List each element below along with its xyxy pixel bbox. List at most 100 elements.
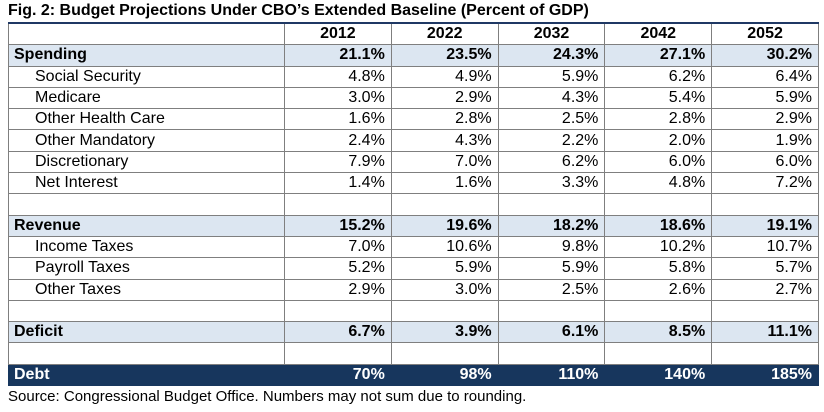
value-cell: 15.2% — [284, 214, 392, 237]
value-cell — [711, 342, 819, 365]
value-cell: 5.9% — [390, 257, 499, 280]
value-cell: 2.5% — [497, 278, 606, 301]
table-row — [8, 342, 819, 365]
value-cell: 4.3% — [390, 129, 499, 152]
year-header: 2052 — [711, 22, 819, 46]
value-cell — [284, 299, 392, 323]
value-cell: 3.0% — [390, 278, 499, 301]
value-cell — [284, 193, 392, 216]
value-cell: 23.5% — [390, 44, 499, 67]
value-cell: 2.9% — [711, 108, 819, 131]
table-row: Discretionary 7.9% 7.0% 6.2% 6.0% 6.0% — [8, 150, 819, 174]
value-cell: 2.8% — [604, 108, 713, 131]
table-row: Deficit 6.7% 3.9% 6.1% 8.5% 11.1% — [8, 321, 819, 344]
header-row: 2012 2022 2032 2042 2052 — [8, 22, 819, 46]
value-cell: 2.8% — [390, 108, 499, 131]
value-cell: 10.2% — [604, 235, 713, 259]
value-cell: 6.4% — [711, 65, 819, 88]
row-label: Other Health Care — [8, 108, 285, 131]
row-label: Social Security — [8, 65, 285, 88]
value-cell — [711, 299, 819, 323]
value-cell: 1.6% — [390, 172, 499, 195]
value-cell: 70% — [284, 363, 392, 387]
value-cell: 19.1% — [711, 214, 819, 237]
value-cell: 98% — [390, 363, 499, 387]
table-body: Spending 21.1% 23.5% 24.3% 27.1% 30.2% Social … — [8, 44, 819, 387]
value-cell — [497, 299, 606, 323]
value-cell: 6.2% — [604, 65, 713, 88]
value-cell: 10.7% — [711, 235, 819, 259]
value-cell: 9.8% — [497, 235, 606, 259]
value-cell: 4.9% — [390, 65, 499, 88]
value-cell: 6.0% — [711, 150, 819, 174]
row-label: Other Taxes — [8, 278, 285, 301]
value-cell — [604, 342, 713, 365]
table-row — [8, 299, 819, 323]
value-cell: 7.2% — [711, 172, 819, 195]
value-cell — [390, 299, 499, 323]
value-cell: 21.1% — [284, 44, 392, 67]
table-row: Income Taxes 7.0% 10.6% 9.8% 10.2% 10.7% — [8, 235, 819, 259]
row-label: Payroll Taxes — [8, 257, 285, 280]
header-corner-cell — [8, 22, 285, 46]
figure-title: Fig. 2: Budget Projections Under CBO’s E… — [8, 2, 589, 19]
row-label: Debt — [8, 363, 285, 387]
value-cell: 4.8% — [284, 65, 392, 88]
value-cell: 6.7% — [284, 321, 392, 344]
row-label — [8, 299, 285, 323]
row-label: Spending — [8, 44, 285, 67]
table-row: Other Mandatory 2.4% 4.3% 2.2% 2.0% 1.9% — [8, 129, 819, 152]
value-cell: 18.6% — [604, 214, 713, 237]
value-cell: 6.0% — [604, 150, 713, 174]
table-row: Other Health Care 1.6% 2.8% 2.5% 2.8% 2.9% — [8, 108, 819, 131]
table-row: Social Security 4.8% 4.9% 5.9% 6.2% 6.4% — [8, 65, 819, 88]
value-cell: 3.3% — [497, 172, 606, 195]
value-cell: 27.1% — [604, 44, 713, 67]
value-cell: 6.1% — [497, 321, 606, 344]
value-cell — [390, 342, 499, 365]
value-cell: 6.2% — [497, 150, 606, 174]
value-cell: 5.8% — [604, 257, 713, 280]
value-cell: 5.7% — [711, 257, 819, 280]
row-label: Income Taxes — [8, 235, 285, 259]
row-label — [8, 342, 285, 365]
value-cell: 2.5% — [497, 108, 606, 131]
row-label: Deficit — [8, 321, 285, 344]
value-cell: 5.4% — [604, 86, 713, 110]
row-label: Revenue — [8, 214, 285, 237]
table-row: Other Taxes 2.9% 3.0% 2.5% 2.6% 2.7% — [8, 278, 819, 301]
budget-table: 2012 2022 2032 2042 2052 Spending 21.1% 23… — [8, 22, 819, 387]
value-cell: 110% — [497, 363, 606, 387]
value-cell — [284, 342, 392, 365]
source-note: Source: Congressional Budget Office. Num… — [8, 388, 527, 405]
value-cell: 30.2% — [711, 44, 819, 67]
value-cell: 5.9% — [497, 257, 606, 280]
value-cell: 7.0% — [284, 235, 392, 259]
value-cell: 24.3% — [497, 44, 606, 67]
value-cell: 5.2% — [284, 257, 392, 280]
value-cell: 1.6% — [284, 108, 392, 131]
value-cell — [711, 193, 819, 216]
value-cell: 7.9% — [284, 150, 392, 174]
value-cell: 2.4% — [284, 129, 392, 152]
table-row: Debt 70% 98% 110% 140% 185% — [8, 363, 819, 387]
row-label — [8, 193, 285, 216]
year-header: 2012 — [284, 22, 392, 46]
value-cell — [604, 299, 713, 323]
year-header: 2022 — [390, 22, 499, 46]
table-row: Net Interest 1.4% 1.6% 3.3% 4.8% 7.2% — [8, 172, 819, 195]
value-cell: 185% — [711, 363, 819, 387]
value-cell — [390, 193, 499, 216]
value-cell — [604, 193, 713, 216]
table-row: Medicare 3.0% 2.9% 4.3% 5.4% 5.9% — [8, 86, 819, 110]
value-cell: 2.0% — [604, 129, 713, 152]
table-row: Revenue 15.2% 19.6% 18.2% 18.6% 19.1% — [8, 214, 819, 237]
value-cell: 3.9% — [390, 321, 499, 344]
value-cell: 2.7% — [711, 278, 819, 301]
row-label: Medicare — [8, 86, 285, 110]
value-cell: 3.0% — [284, 86, 392, 110]
table-row: Spending 21.1% 23.5% 24.3% 27.1% 30.2% — [8, 44, 819, 67]
row-label: Net Interest — [8, 172, 285, 195]
value-cell: 19.6% — [390, 214, 499, 237]
value-cell: 1.9% — [711, 129, 819, 152]
